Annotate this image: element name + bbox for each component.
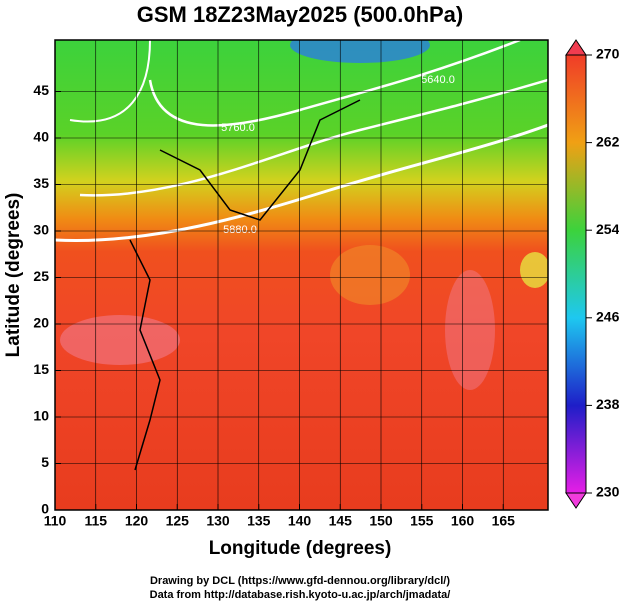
y-tick-label: 45: [33, 82, 49, 98]
x-tick-label: 115: [84, 513, 107, 529]
colorbar-min-arrow: [565, 492, 587, 509]
footer: Data from http://database.rish.kyoto-u.a…: [150, 589, 451, 601]
footer: Drawing by DCL (https://www.gfd-dennou.o…: [150, 575, 450, 587]
y-tick-label: 15: [33, 361, 49, 377]
y-tick-label: 20: [33, 315, 49, 331]
colorbar-max-arrow: [565, 39, 587, 56]
contour-label: 5760.0: [221, 122, 255, 134]
title: GSM 18Z23May2025 (500.0hPa): [137, 2, 464, 27]
colorbar-tick-label: 230: [596, 484, 619, 500]
field: [55, 40, 548, 510]
y-tick-label: 30: [33, 222, 49, 238]
x-tick-label: 120: [125, 513, 149, 529]
x-tick-label: 125: [166, 513, 190, 529]
y-tick-label: 35: [33, 175, 49, 191]
x-tick-label: 140: [288, 513, 312, 529]
x-tick-label: 135: [247, 513, 271, 529]
contour-label: 5880.0: [223, 224, 257, 236]
contour-label: 5640.0: [421, 74, 455, 86]
y-axis-label: Latitude (degrees): [3, 193, 24, 358]
colorbar-tick-label: 254: [596, 221, 619, 237]
x-tick-label: 130: [206, 513, 230, 529]
y-tick-label: 5: [41, 454, 49, 470]
y-tick-label: 25: [33, 268, 49, 284]
x-tick-label: 160: [451, 513, 475, 529]
colorbar-tick-label: 246: [596, 309, 619, 325]
y-tick-label: 0: [41, 501, 49, 517]
colorbar-tick-label: 262: [596, 133, 619, 149]
x-tick-label: 145: [329, 513, 353, 529]
y-tick-label: 10: [33, 408, 49, 424]
colorbar: [565, 54, 587, 494]
colorbar-tick-label: 270: [596, 46, 619, 62]
x-tick-label: 110: [44, 513, 67, 529]
x-tick-label: 155: [410, 513, 434, 529]
x-tick-label: 150: [369, 513, 393, 529]
x-axis-label: Longitude (degrees): [209, 538, 392, 559]
y-tick-label: 40: [33, 129, 49, 145]
colorbar-tick-label: 238: [596, 396, 619, 412]
x-tick-label: 165: [492, 513, 516, 529]
